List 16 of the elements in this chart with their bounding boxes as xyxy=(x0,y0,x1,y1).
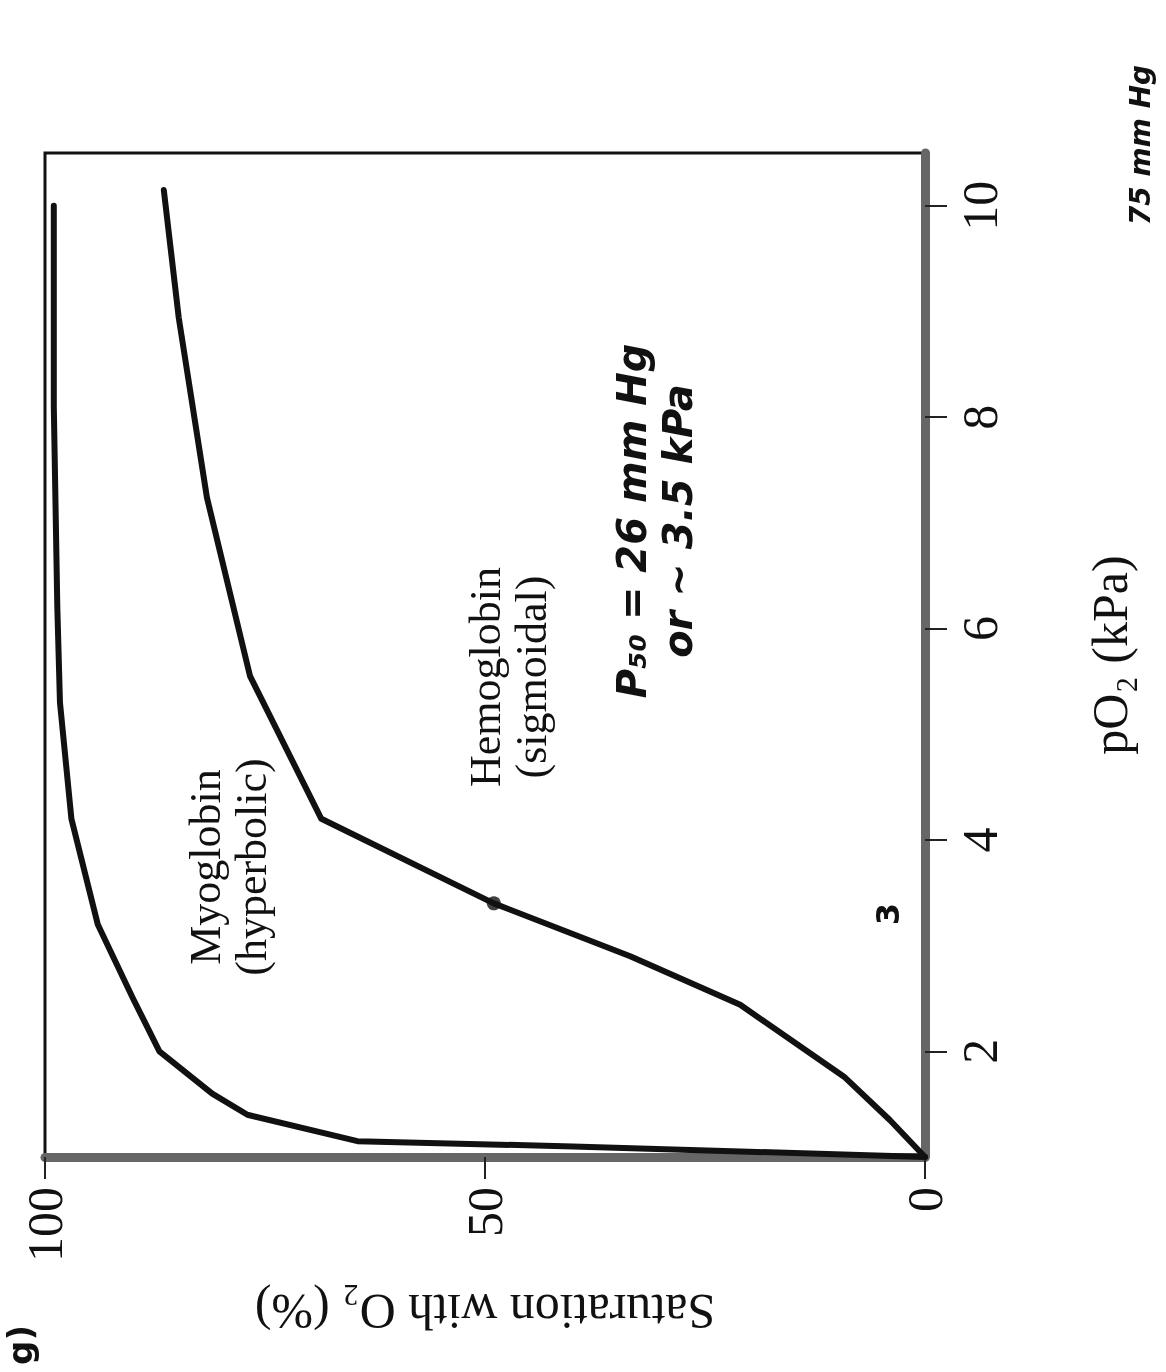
y-tick-label: 4 xyxy=(952,827,1008,853)
x-tick-label: 0 xyxy=(897,1187,953,1212)
x-tick-label: 100 xyxy=(17,1187,73,1262)
annotation: 3 xyxy=(869,902,907,926)
y-tick-label: 8 xyxy=(952,404,1008,430)
text: 75 mm Hg xyxy=(1123,64,1157,226)
text: Hemoglobin (sigmoidal) xyxy=(460,567,556,787)
text: g) xyxy=(0,1325,40,1365)
x-axis-title: Saturation with O₂ (%) xyxy=(254,1284,716,1340)
y-axis-title: pO₂ (kPa) xyxy=(1082,555,1138,755)
text: Myoglobin (hyperbolic) xyxy=(180,758,276,976)
annotation: P₅₀ = 26 mm Hg or ~ 3.5 kPa xyxy=(609,343,701,699)
y-tick-label: 2 xyxy=(952,1038,1008,1064)
x-tick-label: 50 xyxy=(457,1187,513,1237)
y-tick-label: 10 xyxy=(952,180,1008,231)
y-tick-label: 6 xyxy=(952,616,1008,642)
